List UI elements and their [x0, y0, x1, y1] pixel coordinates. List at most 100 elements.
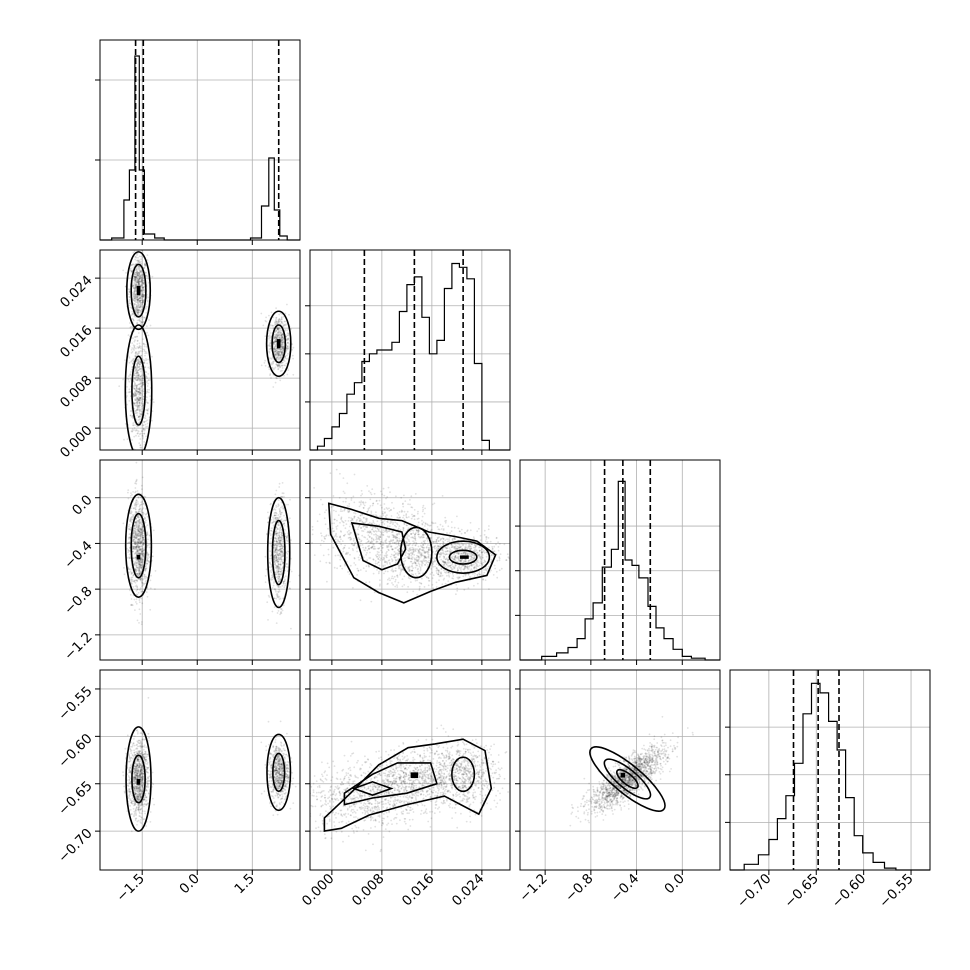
sample-point	[375, 514, 377, 516]
sample-point	[272, 584, 275, 587]
sample-point	[141, 278, 144, 281]
sample-point	[135, 412, 138, 414]
sample-point	[273, 588, 276, 591]
sample-point	[129, 414, 132, 417]
sample-point	[341, 540, 344, 542]
sample-point	[386, 514, 388, 516]
sample-point	[139, 408, 142, 411]
sample-point	[278, 353, 280, 356]
sample-point	[366, 559, 368, 562]
sample-point	[130, 598, 133, 600]
sample-point	[138, 540, 141, 543]
sample-point	[137, 541, 140, 543]
sample-point	[138, 380, 141, 382]
sample-point	[433, 502, 436, 505]
sample-point	[140, 367, 142, 370]
sample-point	[133, 402, 135, 405]
sample-point	[129, 373, 132, 376]
sample-point	[277, 524, 280, 526]
sample-point	[140, 389, 143, 392]
sample-point	[273, 367, 276, 370]
sample-point	[144, 263, 147, 266]
sample-point	[343, 534, 345, 537]
sample-point	[278, 552, 281, 555]
sample-point	[139, 382, 141, 385]
sample-point	[140, 270, 143, 272]
sample-point	[138, 383, 140, 386]
sample-point	[136, 384, 138, 387]
sample-point	[282, 346, 285, 349]
sample-point	[281, 345, 283, 348]
sample-point	[139, 299, 142, 302]
sample-point	[376, 502, 379, 505]
sample-point	[135, 397, 138, 399]
sample-point	[270, 377, 272, 379]
sample-point	[134, 279, 137, 282]
sample-point	[141, 393, 143, 395]
sample-point	[320, 534, 323, 537]
sample-point	[140, 279, 143, 282]
sample-point	[280, 345, 283, 348]
sample-point	[141, 301, 144, 304]
sample-point	[136, 372, 139, 374]
sample-point	[144, 580, 147, 583]
sample-point	[138, 346, 141, 349]
sample-point	[134, 390, 137, 393]
sample-point	[122, 269, 125, 272]
sample-point	[421, 515, 424, 518]
sample-point	[332, 495, 335, 497]
sample-point	[278, 354, 280, 356]
sample-point	[135, 452, 137, 454]
sample-point	[142, 279, 145, 282]
sample-point	[272, 518, 275, 520]
sample-point	[336, 519, 338, 522]
sample-point	[148, 379, 150, 382]
sample-point	[440, 528, 443, 530]
sample-point	[133, 295, 135, 298]
sample-point	[280, 318, 283, 321]
sample-point	[434, 565, 436, 568]
sample-point	[141, 276, 144, 279]
sample-point	[135, 289, 137, 292]
sample-point	[344, 500, 347, 503]
sample-point	[324, 523, 327, 526]
sample-point	[280, 316, 283, 318]
sample-point	[135, 545, 138, 548]
sample-point	[146, 531, 149, 534]
sample-point	[286, 373, 289, 376]
sample-point	[277, 353, 280, 356]
sample-point	[139, 375, 142, 378]
sample-point	[134, 256, 137, 258]
sample-point	[133, 402, 136, 404]
sample-point	[129, 570, 132, 573]
sample-point	[284, 357, 287, 359]
sample-point	[147, 557, 150, 559]
sample-point	[287, 334, 290, 337]
sample-point	[136, 392, 138, 395]
sample-point	[132, 286, 135, 289]
sample-point	[339, 472, 341, 475]
sample-point	[131, 515, 134, 518]
sample-point	[141, 384, 144, 387]
sample-point	[135, 425, 138, 427]
sample-point	[279, 362, 282, 365]
sample-point	[387, 578, 389, 581]
sample-point	[143, 345, 146, 348]
sample-point	[145, 409, 147, 411]
sample-point	[138, 391, 141, 393]
sample-point	[275, 307, 277, 309]
sample-point	[133, 377, 135, 380]
sample-point	[274, 514, 276, 517]
sample-point	[133, 287, 136, 290]
sample-point	[139, 391, 142, 394]
sample-point	[135, 541, 138, 544]
sample-point	[136, 588, 139, 591]
sample-point	[136, 280, 139, 283]
sample-point	[146, 380, 149, 382]
sample-point	[146, 425, 149, 428]
sample-point	[138, 389, 141, 391]
sample-point	[145, 375, 147, 378]
sample-point	[137, 301, 139, 303]
sample-point	[417, 552, 420, 554]
sample-point	[277, 364, 280, 366]
